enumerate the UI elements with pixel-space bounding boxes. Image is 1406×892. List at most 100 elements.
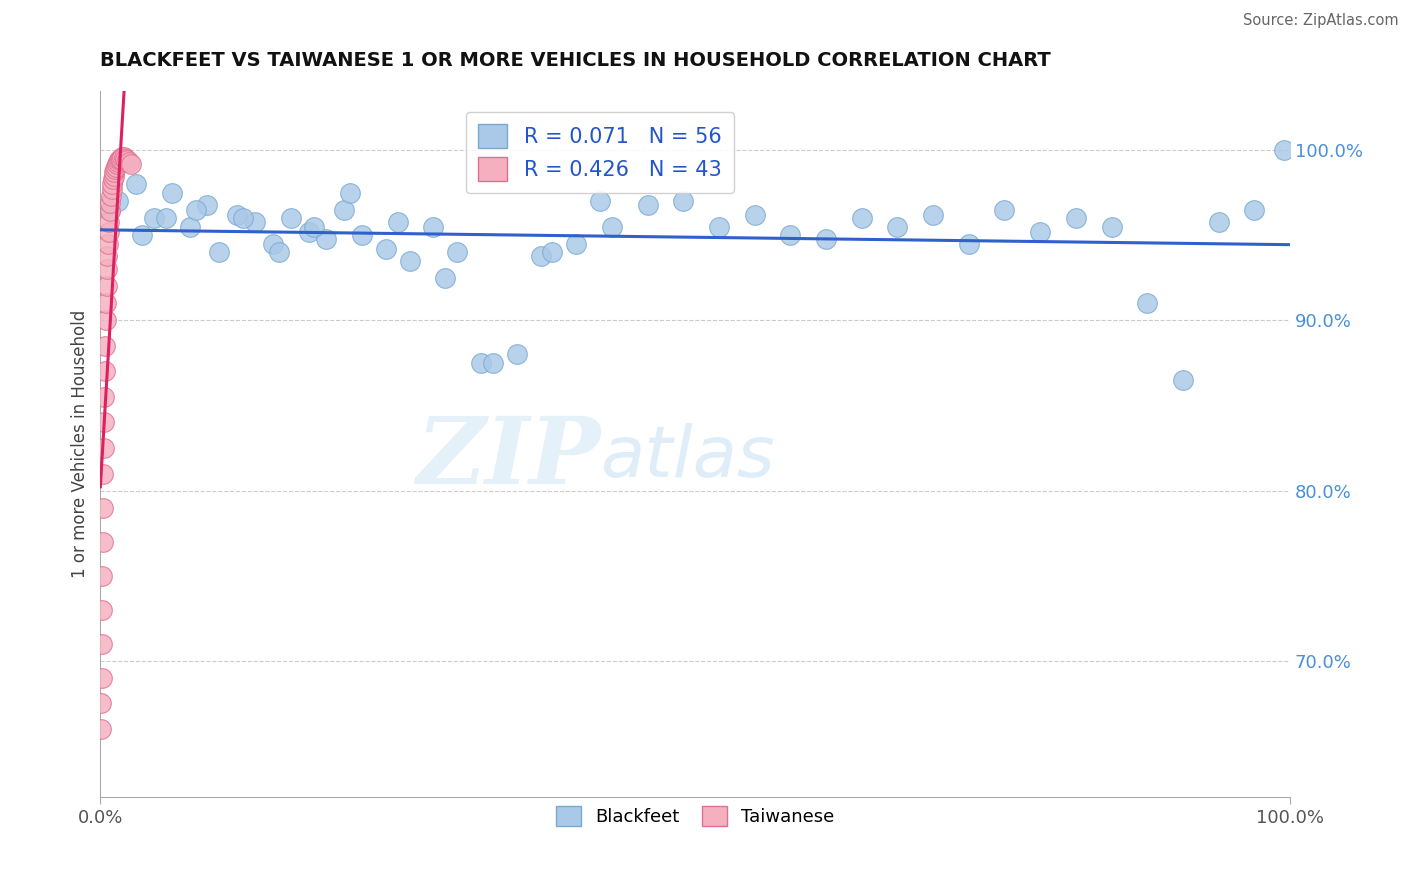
Point <box>101 178 124 192</box>
Point <box>90 637 112 651</box>
Point <box>108 152 131 166</box>
Point <box>1029 225 1052 239</box>
Point <box>482 356 505 370</box>
Text: Source: ZipAtlas.com: Source: ZipAtlas.com <box>1243 13 1399 29</box>
Point <box>112 150 135 164</box>
Y-axis label: 1 or more Vehicles in Household: 1 or more Vehicles in Household <box>72 310 89 578</box>
Point <box>91 602 114 616</box>
Point <box>107 155 129 169</box>
Point <box>107 194 129 209</box>
Point <box>94 296 117 310</box>
Text: atlas: atlas <box>600 424 775 492</box>
Point <box>262 236 284 251</box>
Point <box>779 228 801 243</box>
Point <box>446 245 468 260</box>
Point <box>815 232 838 246</box>
Point <box>297 225 319 239</box>
Point <box>1272 143 1295 157</box>
Legend: Blackfeet, Taiwanese: Blackfeet, Taiwanese <box>548 798 842 834</box>
Point <box>1101 219 1123 234</box>
Point <box>589 194 612 209</box>
Point <box>744 208 766 222</box>
Point <box>110 152 132 166</box>
Point <box>374 242 396 256</box>
Point <box>120 157 142 171</box>
Point <box>179 219 201 234</box>
Point <box>672 194 695 209</box>
Point <box>114 152 136 166</box>
Point <box>105 157 128 171</box>
Point <box>398 253 420 268</box>
Point <box>197 197 219 211</box>
Point <box>565 236 588 251</box>
Point <box>851 211 873 226</box>
Point <box>470 356 492 370</box>
Point <box>93 441 115 455</box>
Point <box>111 150 134 164</box>
Point <box>93 364 115 378</box>
Point <box>98 215 121 229</box>
Point <box>1064 211 1087 226</box>
Point <box>105 160 128 174</box>
Point <box>226 208 249 222</box>
Point <box>108 153 131 168</box>
Point <box>315 232 337 246</box>
Point <box>96 262 118 277</box>
Point <box>1171 373 1194 387</box>
Point <box>387 215 409 229</box>
Point <box>886 219 908 234</box>
Point <box>339 186 361 200</box>
Point <box>333 202 356 217</box>
Point <box>637 197 659 211</box>
Point <box>155 211 177 226</box>
Point <box>91 534 114 549</box>
Point <box>91 467 114 481</box>
Point <box>208 245 231 260</box>
Point <box>184 202 207 217</box>
Point <box>90 671 112 685</box>
Point <box>529 249 551 263</box>
Point <box>101 172 124 186</box>
Point <box>97 236 120 251</box>
Point <box>97 225 120 239</box>
Point <box>280 211 302 226</box>
Point <box>232 211 254 226</box>
Point <box>352 228 374 243</box>
Point <box>434 270 457 285</box>
Point <box>541 245 564 260</box>
Point <box>93 416 115 430</box>
Point <box>506 347 529 361</box>
Point <box>94 339 117 353</box>
Point <box>90 696 112 710</box>
Point <box>94 313 117 327</box>
Point <box>957 236 980 251</box>
Point <box>1136 296 1159 310</box>
Point <box>100 196 122 211</box>
Text: BLACKFEET VS TAIWANESE 1 OR MORE VEHICLES IN HOUSEHOLD CORRELATION CHART: BLACKFEET VS TAIWANESE 1 OR MORE VEHICLE… <box>100 51 1052 70</box>
Point <box>131 228 153 243</box>
Point <box>118 155 141 169</box>
Point <box>96 249 118 263</box>
Point <box>100 182 122 196</box>
Point <box>91 568 114 582</box>
Point <box>267 245 290 260</box>
Point <box>90 722 112 736</box>
Point <box>115 153 138 168</box>
Point <box>98 202 121 217</box>
Point <box>600 219 623 234</box>
Point <box>103 169 125 183</box>
Point <box>142 211 165 226</box>
Point <box>1208 215 1230 229</box>
Point <box>96 279 118 293</box>
Point <box>922 208 945 222</box>
Point <box>1243 202 1265 217</box>
Point <box>125 178 148 192</box>
Text: ZIP: ZIP <box>416 413 600 503</box>
Point <box>100 189 122 203</box>
Point <box>243 215 266 229</box>
Point <box>91 500 114 515</box>
Point <box>422 219 444 234</box>
Point <box>98 204 121 219</box>
Point <box>104 161 127 176</box>
Point <box>160 186 183 200</box>
